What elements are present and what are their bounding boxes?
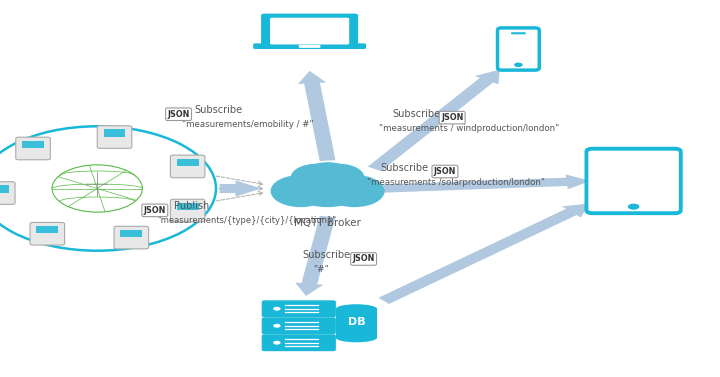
FancyBboxPatch shape xyxy=(36,226,58,233)
FancyBboxPatch shape xyxy=(336,309,377,337)
Text: "measurements /solarproduction/london": "measurements /solarproduction/london" xyxy=(367,178,545,187)
Text: Publish: Publish xyxy=(174,201,210,211)
Text: JSON: JSON xyxy=(167,110,190,119)
FancyBboxPatch shape xyxy=(511,32,526,34)
FancyArrow shape xyxy=(220,180,261,197)
Circle shape xyxy=(273,307,281,311)
FancyBboxPatch shape xyxy=(104,129,125,136)
FancyBboxPatch shape xyxy=(253,43,366,49)
Circle shape xyxy=(273,324,281,328)
Text: "#": "#" xyxy=(313,265,329,274)
FancyBboxPatch shape xyxy=(30,222,65,245)
Ellipse shape xyxy=(336,304,377,314)
FancyBboxPatch shape xyxy=(299,45,320,48)
Circle shape xyxy=(289,166,366,207)
FancyBboxPatch shape xyxy=(97,126,132,149)
FancyArrow shape xyxy=(295,216,336,296)
Text: "measurements/{type}/{city}/{location}": "measurements/{type}/{city}/{location}" xyxy=(157,216,336,225)
Circle shape xyxy=(514,63,523,67)
Circle shape xyxy=(292,164,342,191)
Circle shape xyxy=(271,176,330,207)
Circle shape xyxy=(628,204,639,210)
FancyBboxPatch shape xyxy=(262,317,336,334)
FancyBboxPatch shape xyxy=(261,14,358,48)
FancyBboxPatch shape xyxy=(0,185,9,193)
FancyBboxPatch shape xyxy=(114,226,148,249)
Circle shape xyxy=(325,176,384,207)
FancyBboxPatch shape xyxy=(16,137,50,160)
Text: Subscribe: Subscribe xyxy=(302,250,351,260)
Text: JSON: JSON xyxy=(143,206,166,215)
Text: DB: DB xyxy=(348,317,365,327)
FancyBboxPatch shape xyxy=(262,334,336,351)
FancyArrow shape xyxy=(298,71,336,161)
Text: "measurements/emobility / #": "measurements/emobility / #" xyxy=(182,120,314,129)
Text: MQTT Broker: MQTT Broker xyxy=(294,218,361,228)
Text: JSON: JSON xyxy=(433,167,456,176)
FancyBboxPatch shape xyxy=(171,155,205,178)
Text: Subscribe: Subscribe xyxy=(194,105,243,115)
FancyBboxPatch shape xyxy=(22,141,44,148)
Circle shape xyxy=(313,164,364,191)
FancyBboxPatch shape xyxy=(171,199,205,222)
Text: JSON: JSON xyxy=(441,113,464,122)
FancyArrow shape xyxy=(383,175,590,193)
FancyBboxPatch shape xyxy=(498,28,539,70)
FancyBboxPatch shape xyxy=(176,203,199,210)
FancyBboxPatch shape xyxy=(587,149,681,213)
FancyBboxPatch shape xyxy=(262,300,336,317)
FancyBboxPatch shape xyxy=(270,18,349,44)
Text: JSON: JSON xyxy=(352,254,375,264)
FancyArrow shape xyxy=(379,204,589,304)
Text: Subscribe: Subscribe xyxy=(392,109,441,119)
FancyBboxPatch shape xyxy=(120,230,143,237)
Text: Subscribe: Subscribe xyxy=(380,162,428,173)
FancyArrow shape xyxy=(368,70,500,171)
FancyBboxPatch shape xyxy=(0,182,15,204)
Ellipse shape xyxy=(336,333,377,342)
Text: "measurements / windproduction/london": "measurements / windproduction/london" xyxy=(379,124,559,133)
FancyBboxPatch shape xyxy=(176,159,199,166)
Circle shape xyxy=(273,341,281,345)
Circle shape xyxy=(304,163,351,187)
